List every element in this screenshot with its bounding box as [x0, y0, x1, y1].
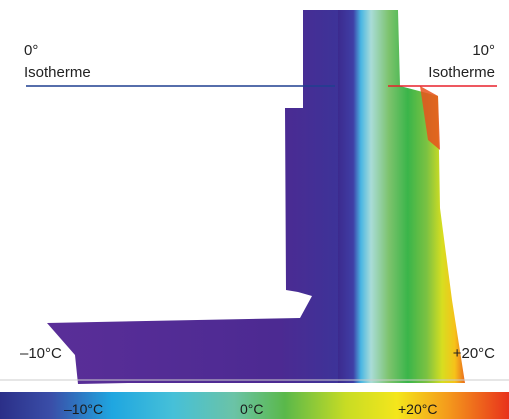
isotherm-10-label: Isotherme	[428, 64, 495, 81]
warm-inner-corner	[420, 86, 440, 150]
scale-label-minus10: –10°C	[64, 401, 104, 417]
outside-temperature-label: –10°C	[20, 345, 62, 362]
outer-wall-cold-zone	[47, 10, 338, 384]
scale-label-plus20: +20°C	[398, 401, 438, 417]
isotherm-10-degree: 10°	[472, 42, 495, 59]
inside-temperature-label: +20°C	[452, 345, 495, 362]
temperature-scale-bar	[0, 392, 509, 419]
scale-label-zero: 0°C	[240, 401, 264, 417]
isotherm-0-degree: 0°	[24, 42, 39, 59]
isotherm-0-label: Isotherme	[24, 64, 91, 81]
